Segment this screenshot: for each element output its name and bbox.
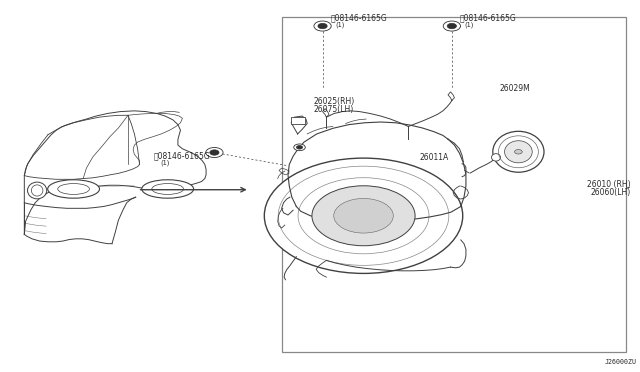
Circle shape (447, 23, 456, 29)
Ellipse shape (28, 182, 47, 199)
Text: 26010 (RH): 26010 (RH) (587, 180, 630, 189)
Circle shape (314, 21, 332, 31)
Text: Ⓑ08146-6165G: Ⓑ08146-6165G (460, 13, 516, 22)
Circle shape (312, 186, 415, 246)
Ellipse shape (504, 141, 532, 163)
Bar (282, 17, 626, 352)
Circle shape (294, 144, 305, 151)
Circle shape (206, 147, 223, 158)
Circle shape (334, 198, 393, 233)
Ellipse shape (48, 180, 100, 198)
Text: 26075(LH): 26075(LH) (314, 105, 354, 114)
Text: (1): (1) (335, 21, 345, 28)
Circle shape (210, 150, 219, 155)
Ellipse shape (493, 131, 544, 172)
Text: 26029M: 26029M (499, 84, 530, 93)
Text: (1): (1) (160, 160, 170, 166)
Circle shape (296, 145, 303, 149)
Text: 26025(RH): 26025(RH) (314, 97, 355, 106)
Ellipse shape (58, 183, 90, 195)
Text: (1): (1) (465, 21, 474, 28)
Text: 26011A: 26011A (419, 153, 449, 162)
Text: 26060(LH): 26060(LH) (590, 188, 630, 197)
Circle shape (515, 150, 522, 154)
Ellipse shape (142, 180, 194, 198)
Ellipse shape (152, 183, 184, 195)
Circle shape (443, 21, 461, 31)
Circle shape (264, 158, 463, 273)
Bar (291, 117, 305, 124)
Text: J26000ZU: J26000ZU (605, 359, 637, 365)
Ellipse shape (492, 154, 500, 161)
Text: Ⓑ08146-6165G: Ⓑ08146-6165G (330, 13, 387, 22)
Circle shape (318, 23, 327, 29)
Text: Ⓑ08146-6165G: Ⓑ08146-6165G (154, 151, 211, 160)
